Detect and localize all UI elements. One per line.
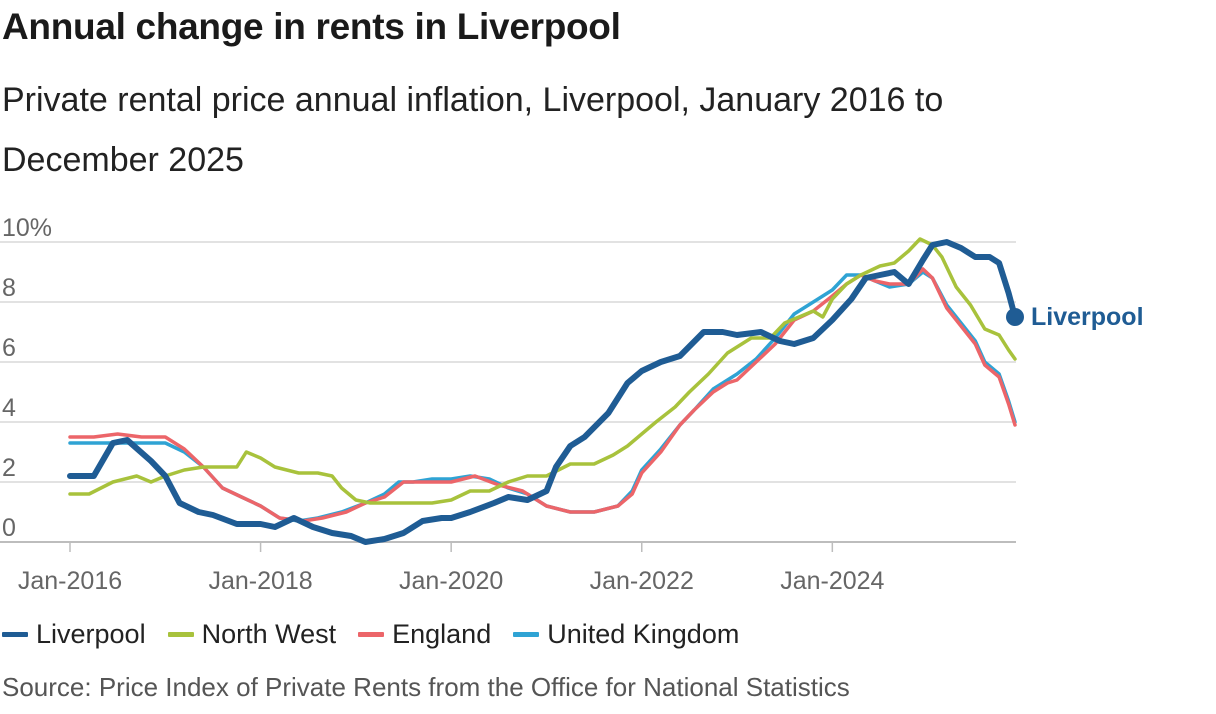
x-axis-ticks: Jan-2016 Jan-2018 Jan-2020 Jan-2022 Jan-2024 [18, 542, 885, 595]
x-tick-label-jan-2018: Jan-2018 [208, 567, 312, 595]
legend-label-liverpool: Liverpool [36, 618, 146, 649]
source-note: Source: Price Index of Private Rents fro… [2, 672, 850, 702]
y-tick-label-10: 10% [2, 214, 52, 242]
x-tick-label-jan-2024: Jan-2024 [780, 567, 884, 595]
y-tick-label-0: 0 [2, 514, 16, 542]
legend-label-united-kingdom: United Kingdom [547, 618, 740, 649]
legend-item-england: England [358, 619, 491, 650]
y-tick-label-6: 6 [2, 334, 16, 362]
legend-swatch-united-kingdom [513, 631, 540, 637]
series-lines [67, 237, 1018, 545]
liverpool-end-label: Liverpool [1031, 303, 1144, 331]
x-tick-label-jan-2022: Jan-2022 [590, 567, 694, 595]
legend-swatch-england [358, 631, 385, 637]
series-line-liverpool [67, 239, 1018, 545]
legend-label-north-west: North West [201, 618, 337, 649]
chart-subtitle: Private rental price annual inflation, L… [2, 81, 944, 179]
liverpool-end-point [1006, 308, 1024, 326]
legend-item-north-west: North West [167, 618, 337, 650]
series-line-north-west [68, 237, 1017, 505]
legend-label-england: England [392, 618, 492, 649]
legend-item-liverpool: Liverpool [2, 619, 146, 650]
legend-item-united-kingdom: United Kingdom [513, 619, 739, 650]
legend-swatch-north-west [167, 631, 194, 637]
x-tick-label-jan-2020: Jan-2020 [399, 567, 503, 595]
line-chart: 0 2 4 6 8 10% Jan-2016 Jan-2018 Jan-2020 Jan-202… [0, 214, 1144, 595]
end-marker: Liverpool [1006, 303, 1144, 331]
series-line-england [68, 267, 1017, 523]
y-tick-label-2: 2 [2, 454, 16, 482]
y-tick-label-4: 4 [2, 394, 16, 422]
legend: Liverpool North West England United King… [2, 612, 761, 656]
y-tick-label-8: 8 [2, 274, 16, 302]
legend-swatch-liverpool [2, 631, 28, 637]
x-tick-label-jan-2016: Jan-2016 [18, 567, 122, 595]
chart-title: Annual change in rents in Liverpool [2, 6, 621, 47]
y-axis-ticks: 0 2 4 6 8 10% [2, 214, 52, 542]
series-line-united-kingdom [68, 270, 1017, 523]
